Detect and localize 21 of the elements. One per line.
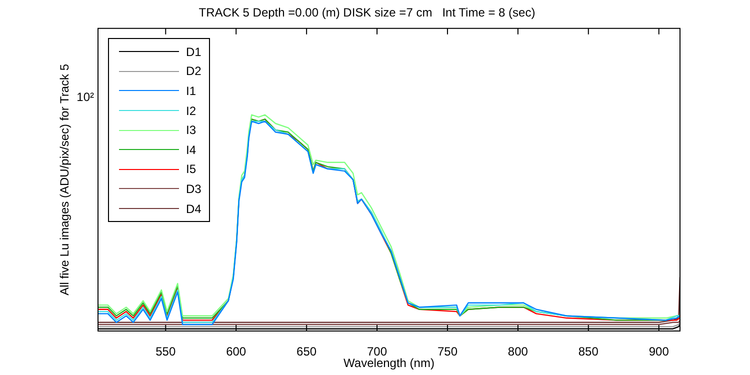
x-tick-label: 700	[367, 344, 388, 359]
legend-label: D2	[186, 64, 202, 78]
y-axis-title: All five Lu images (ADU/pix/sec) for Track 5	[58, 64, 72, 296]
legend-label: I4	[186, 142, 196, 157]
legend-label: I1	[186, 84, 196, 98]
x-tick-label: 800	[508, 344, 528, 359]
x-tick-label: 650	[296, 344, 317, 359]
text: 10²	[76, 90, 94, 104]
legend-label: D1	[186, 44, 202, 59]
x-tick-label: 900	[648, 344, 670, 359]
legend-label: I3	[186, 123, 196, 138]
legend-label: I2	[186, 104, 196, 118]
x-tick-label: 850	[578, 344, 599, 359]
x-axis-title: Wavelength (nm)	[344, 356, 434, 370]
chart-title: TRACK 5 Depth =0.00 (m) DISK size =7 cm Int Time = 8 (sec)	[198, 6, 536, 20]
legend-label: I5	[186, 162, 196, 176]
x-tick-label: 600	[226, 344, 246, 359]
legend-label: D4	[186, 202, 202, 216]
x-tick-label: 750	[437, 344, 458, 359]
x-tick-label: 550	[156, 344, 176, 359]
legend-label: D3	[186, 182, 202, 196]
